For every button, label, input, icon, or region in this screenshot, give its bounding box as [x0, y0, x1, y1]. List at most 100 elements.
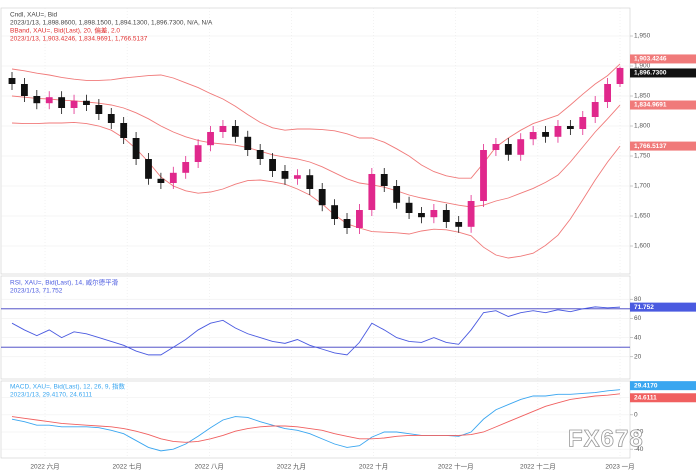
candle-body [380, 174, 388, 186]
macd-line [11, 389, 621, 452]
candle-body [269, 159, 276, 171]
value-label: 24.6111 [634, 394, 657, 401]
y-tick-label: 1,650 [634, 213, 651, 220]
candle-body [318, 189, 326, 206]
candle-body [95, 105, 103, 114]
candle-body [83, 100, 90, 105]
y-tick-label: 1,900 [634, 63, 651, 70]
candle-body [442, 210, 450, 222]
price-panel [0, 7, 631, 275]
candle-body [33, 96, 41, 104]
y-tick-label: 1,950 [634, 33, 651, 40]
value-label: 1,903.4246 [634, 56, 667, 63]
candle-body [281, 171, 289, 179]
legend-text: 2023/1/13, 1,903.4246, 1,834.9691, 1,766… [10, 36, 148, 43]
candle-body [231, 126, 239, 137]
candle-body [58, 97, 66, 108]
candle-body [244, 136, 252, 150]
candle-body [356, 210, 363, 228]
x-tick-label: 2022 六月 [30, 462, 59, 471]
y-tick-label: 1,700 [634, 183, 651, 190]
y-tick-label: 1,850 [634, 93, 651, 100]
candle-body [207, 132, 214, 146]
value-box [630, 393, 696, 403]
value-label: 1,834.9691 [634, 102, 667, 109]
x-tick-label: 2023 一月 [605, 463, 634, 471]
y-tick-label: -40 [634, 446, 644, 453]
macd-panel [0, 380, 631, 459]
y-tick-label: 80 [634, 296, 642, 303]
value-label: 29.4170 [634, 382, 658, 389]
value-label: 71.752 [634, 304, 654, 311]
candle-body [256, 150, 264, 159]
legend-text: 2023/1/13, 1,898.8600, 1,898.1500, 1,894… [10, 20, 213, 27]
candle-body [293, 175, 301, 179]
watermark: FX678 [568, 425, 644, 452]
candle-body [182, 162, 190, 173]
y-tick-label: 40 [634, 334, 642, 341]
value-box [630, 100, 696, 110]
x-tick-label: 2022 十月 [359, 462, 388, 471]
candle-body [604, 84, 612, 102]
candle-body [132, 138, 140, 159]
y-tick-label: 0 [634, 412, 638, 419]
rsi-panel [0, 275, 631, 380]
candle-body [70, 100, 78, 108]
bband-middle [11, 95, 621, 208]
candle-body [157, 178, 165, 183]
candle-body [467, 201, 475, 227]
value-label: 1,766.5137 [634, 143, 667, 150]
legend-text: 2023/1/13, 29.4170, 24.6111 [10, 392, 93, 399]
rsi-line [11, 306, 621, 356]
candle-body [504, 144, 512, 155]
candle-body [554, 126, 562, 137]
y-tick-label: 60 [634, 315, 642, 322]
y-tick-label: -20 [634, 429, 644, 436]
candle-body [169, 172, 177, 183]
value-box [630, 54, 696, 64]
value-box [630, 381, 696, 391]
candle-body [393, 186, 401, 203]
candle-body [591, 102, 599, 117]
x-tick-label: 2022 八月 [195, 463, 224, 471]
candle-body [343, 219, 351, 228]
legend-text: MACD, XAU=, Bid(Last), 12, 26, 9, 指数 [10, 382, 126, 391]
candle-body [219, 126, 227, 132]
candle-body [8, 78, 16, 84]
bband-lower [11, 121, 621, 259]
y-tick-label: 1,800 [634, 123, 651, 130]
legend-text: RSI, XAU=, Bid(Last), 14, 威尔德平滑 [10, 278, 119, 287]
value-box [630, 302, 696, 312]
candle-body [616, 67, 624, 84]
candle-body [405, 202, 413, 213]
candle-body [45, 97, 53, 104]
candle-body [492, 144, 500, 150]
x-tick-label: 2022 十二月 [520, 462, 556, 471]
macd-line [11, 393, 621, 443]
x-tick-label: 2022 九月 [277, 462, 306, 471]
candle-body [430, 210, 438, 218]
candle-body [194, 145, 202, 162]
value-box [630, 141, 696, 151]
x-tick-label: 2022 七月 [113, 462, 142, 471]
candle-body [120, 123, 128, 138]
candle-body [20, 84, 28, 96]
candle-body [566, 126, 574, 129]
candle-body [480, 150, 487, 201]
candle-body [145, 159, 152, 179]
value-box [630, 68, 696, 78]
candle-body [542, 132, 549, 137]
candle-body [306, 175, 314, 189]
y-tick-label: 20 [634, 354, 642, 361]
candle-body [331, 205, 339, 219]
legend-text: 2023/1/13, 71.752 [10, 288, 63, 295]
candle-body [517, 139, 525, 155]
candle-body [529, 132, 537, 140]
legend-text: BBand, XAU=, Bid(Last), 20, 偏差, 2.0 [10, 26, 120, 35]
y-tick-label: 1,750 [634, 153, 651, 160]
x-tick-label: 2022 十一月 [438, 462, 474, 471]
value-label: 1,896.7300 [634, 70, 667, 77]
legend-text: Cndl, XAU=, Bid [10, 12, 58, 19]
